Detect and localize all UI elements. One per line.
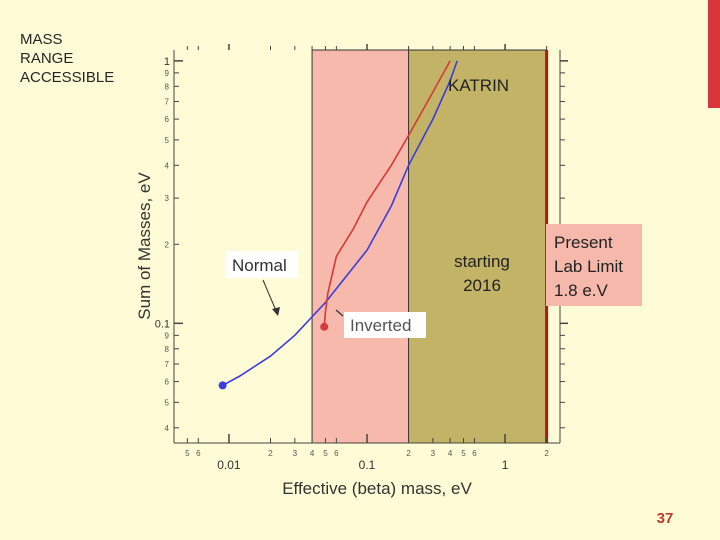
y-minor-label: 7 [165,360,170,369]
x-minor-label: 6 [472,449,477,458]
starting-label: starting [454,252,510,271]
x-minor-label: 6 [196,449,201,458]
present-box [546,224,642,306]
x-minor-label: 2 [406,449,411,458]
slide-title: MASS RANGE ACCESSIBLE [20,30,160,87]
y-minor-label: 4 [165,424,170,433]
x-axis-title: Effective (beta) mass, eV [282,479,472,498]
y-minor-label: 4 [165,161,170,170]
x-major-label: 1 [502,458,509,472]
x-minor-label: 4 [448,449,453,458]
x-minor-label: 5 [323,449,328,458]
y-minor-label: 8 [165,82,170,91]
title-line: MASS [20,31,63,48]
y-minor-label: 8 [165,345,170,354]
y-minor-label: 7 [165,98,170,107]
present-value-label: 1.8 e.V [554,281,609,300]
y-minor-label: 5 [165,398,170,407]
present-sub-label: Lab Limit [554,257,623,276]
y-major-label: 0.1 [155,318,170,330]
y-minor-label: 6 [165,115,170,124]
x-minor-label: 5 [185,449,190,458]
title-line: ACCESSIBLE [20,69,115,86]
inverted-label: Inverted [350,316,411,335]
normal-label-box [226,251,298,278]
y-axis-title: Sum of Masses, eV [135,172,154,320]
series-start-point-normal [218,381,227,390]
x-minor-label: 2 [268,449,273,458]
y-minor-label: 9 [165,331,170,340]
y-major-label: 1 [164,56,170,68]
series-line-inverted [323,60,451,327]
present-label: Present [554,233,613,252]
y-minor-label: 2 [165,240,170,249]
page-number: 37 [656,510,674,527]
excluded-region [312,50,409,443]
katrin-region [408,50,547,443]
accent-bar [708,0,720,108]
x-minor-label: 3 [293,449,298,458]
x-major-label: 0.1 [359,458,376,472]
x-major-label: 0.01 [217,458,241,472]
series-start-point-inverted [320,322,329,331]
inverted-label-box [344,312,426,338]
katrin-label: KATRIN [448,76,509,95]
x-minor-label: 4 [310,449,315,458]
x-minor-label: 2 [544,449,549,458]
series-line-normal [222,60,458,387]
y-minor-label: 9 [165,69,170,78]
x-minor-label: 6 [334,449,339,458]
x-minor-label: 3 [431,449,436,458]
normal-label: Normal [232,256,287,275]
inverted-arrow [335,309,344,317]
normal-arrow [262,279,278,314]
title-line: RANGE [20,50,74,67]
normal-arrowhead [272,307,280,316]
x-minor-label: 5 [461,449,466,458]
y-minor-label: 5 [165,136,170,145]
y-minor-label: 3 [165,194,170,203]
starting-year-label: 2016 [463,276,501,295]
y-minor-label: 6 [165,378,170,387]
